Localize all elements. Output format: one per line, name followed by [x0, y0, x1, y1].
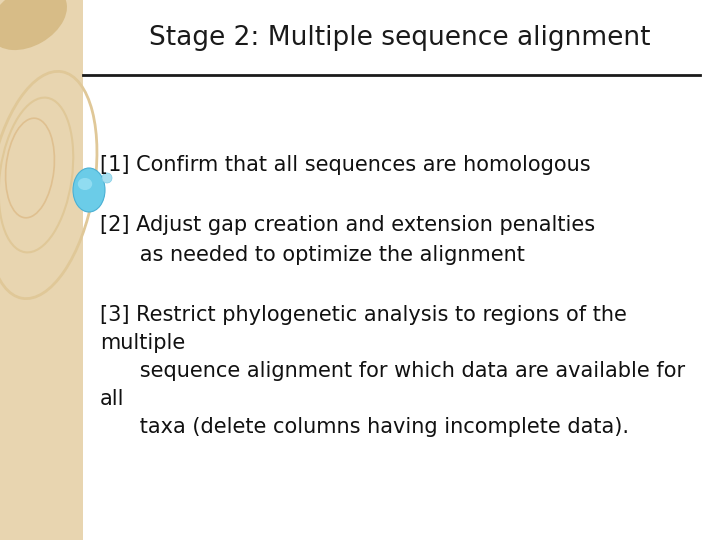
Text: as needed to optimize the alignment: as needed to optimize the alignment: [100, 245, 525, 265]
Text: multiple: multiple: [100, 333, 185, 353]
Bar: [0, 0, 83, 540]
Text: all: all: [100, 389, 125, 409]
Ellipse shape: [78, 178, 92, 190]
Ellipse shape: [0, 0, 67, 50]
Text: sequence alignment for which data are available for: sequence alignment for which data are av…: [100, 361, 685, 381]
Ellipse shape: [73, 168, 105, 212]
Ellipse shape: [102, 173, 112, 183]
Text: [3] Restrict phylogenetic analysis to regions of the: [3] Restrict phylogenetic analysis to re…: [100, 305, 627, 325]
Text: Stage 2: Multiple sequence alignment: Stage 2: Multiple sequence alignment: [149, 25, 651, 51]
Text: [2] Adjust gap creation and extension penalties: [2] Adjust gap creation and extension pe…: [100, 215, 595, 235]
Text: taxa (delete columns having incomplete data).: taxa (delete columns having incomplete d…: [100, 417, 629, 437]
Text: [1] Confirm that all sequences are homologous: [1] Confirm that all sequences are homol…: [100, 155, 590, 175]
